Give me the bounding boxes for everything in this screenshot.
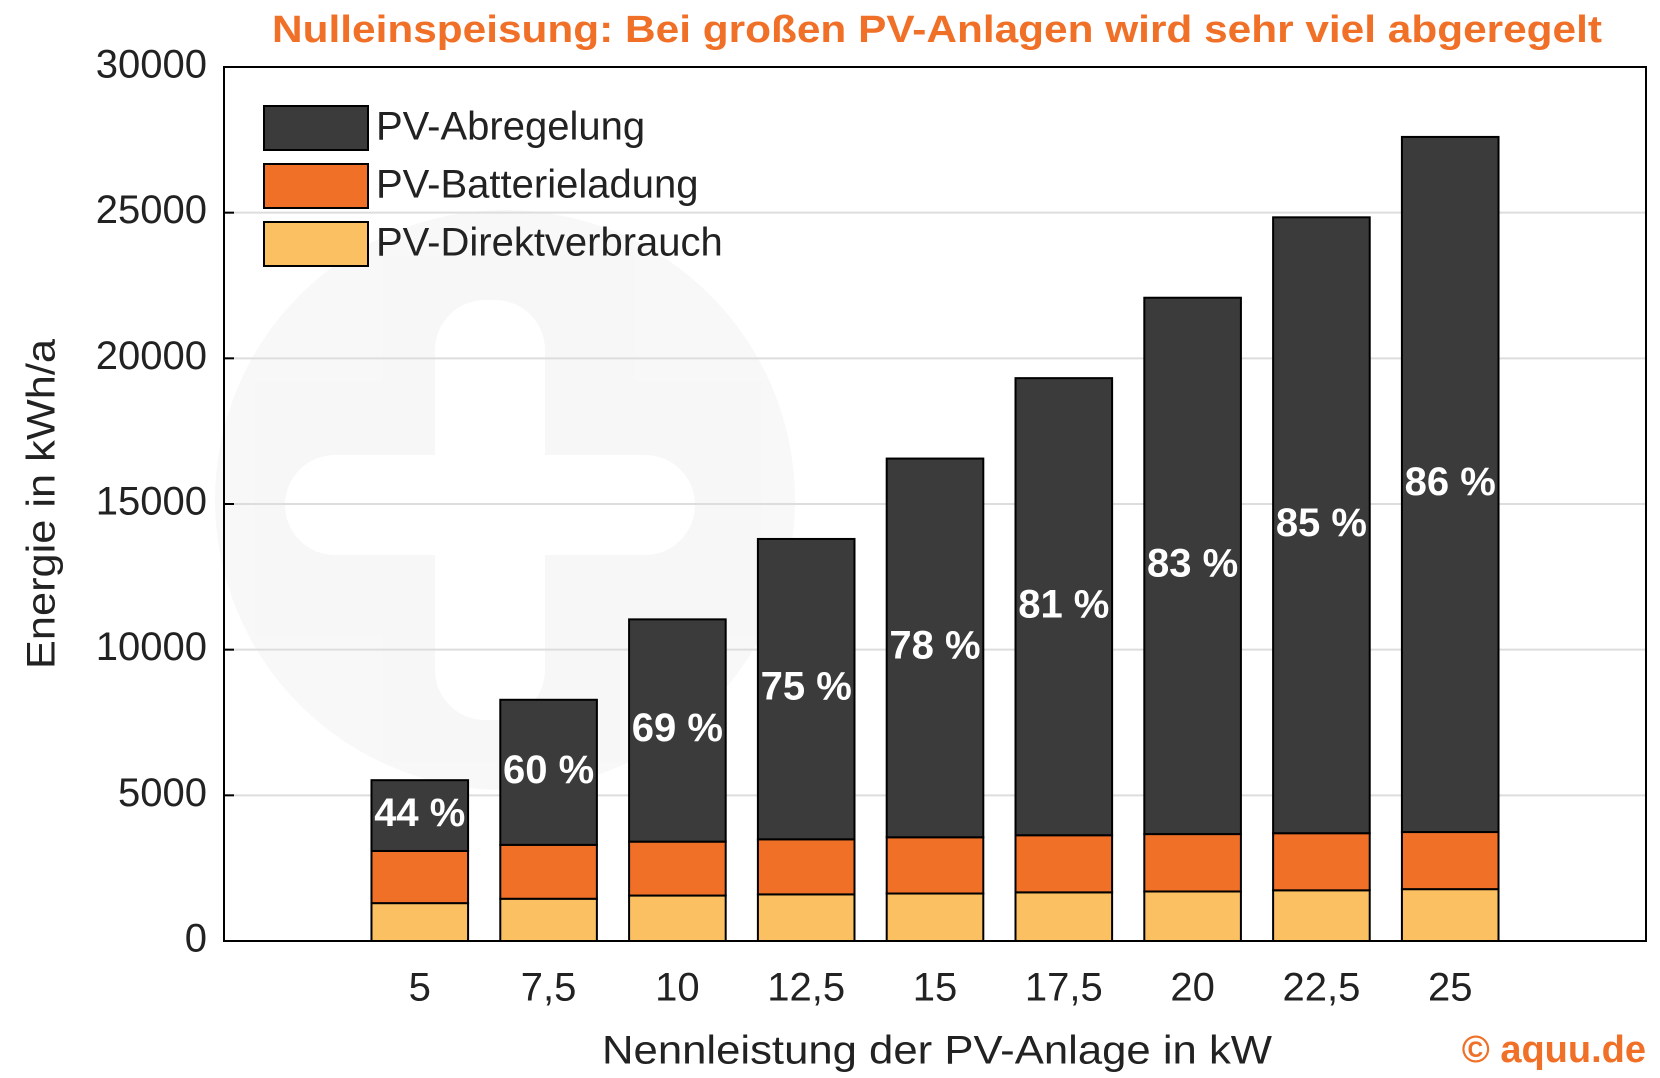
bar-segment xyxy=(1272,889,1371,942)
bar-segment xyxy=(756,838,856,896)
share-label: 85 % xyxy=(1276,501,1367,545)
bar-segment xyxy=(1400,888,1500,942)
share-label: 75 % xyxy=(761,665,852,709)
bar-segment xyxy=(756,893,856,942)
source: © aquu.de xyxy=(1462,1029,1646,1071)
bar-segment xyxy=(628,618,727,843)
legend-swatch xyxy=(263,105,369,151)
x-tick-label: 20 xyxy=(1170,966,1215,1010)
share-label: 78 % xyxy=(889,623,980,667)
bar-segment xyxy=(370,779,470,852)
y-tick-label: 0 xyxy=(185,917,207,961)
x-tick-label: 15 xyxy=(913,966,958,1010)
bar-segment xyxy=(1400,135,1500,834)
bar-segment xyxy=(1014,891,1114,943)
bar-segment xyxy=(370,849,470,905)
bar-segment xyxy=(885,892,985,943)
chart-title: Nulleinspeisung: Bei großen PV-Anlagen w… xyxy=(272,9,1602,51)
y-tick-label: 15000 xyxy=(96,480,207,524)
legend-label: PV-Abregelung xyxy=(376,105,645,149)
y-tick-label: 10000 xyxy=(96,625,207,669)
share-label: 69 % xyxy=(632,706,723,750)
bar-segment xyxy=(499,897,598,942)
x-tick-label: 12,5 xyxy=(767,966,845,1010)
bar-segment xyxy=(1272,832,1371,892)
bar-segment xyxy=(756,537,856,841)
legend-label: PV-Batterieladung xyxy=(376,163,698,207)
bar-segment xyxy=(1272,216,1371,835)
bar-segment xyxy=(1400,831,1500,891)
x-tick-label: 7,5 xyxy=(521,966,577,1010)
bar-segment xyxy=(1014,377,1114,837)
bar-segment xyxy=(628,894,727,942)
share-label: 81 % xyxy=(1018,582,1109,626)
x-tick-label: 25 xyxy=(1428,966,1473,1010)
bar-segment xyxy=(885,836,985,895)
share-label: 83 % xyxy=(1147,541,1238,585)
x-tick-label: 17,5 xyxy=(1025,966,1103,1010)
bar-segment xyxy=(628,840,727,897)
plot-frame xyxy=(223,66,1647,942)
y-tick-label: 20000 xyxy=(96,334,207,378)
legend-swatch xyxy=(263,163,369,209)
y-axis-label: Energie in kWh/a xyxy=(20,338,64,669)
share-label: 44 % xyxy=(374,791,465,835)
bar-segment xyxy=(499,698,598,846)
legend-swatch xyxy=(263,221,369,267)
x-tick-label: 5 xyxy=(409,966,431,1010)
share-label: 60 % xyxy=(503,748,594,792)
bar-segment xyxy=(885,457,985,839)
y-tick-label: 25000 xyxy=(96,188,207,232)
bar-segment xyxy=(499,843,598,900)
legend-label: PV-Direktverbrauch xyxy=(376,221,723,265)
x-axis-label: Nennleistung der PV-Anlage in kW xyxy=(602,1029,1272,1073)
x-tick-label: 10 xyxy=(655,966,700,1010)
x-tick-label: 22,5 xyxy=(1282,966,1360,1010)
bar-segment xyxy=(1014,834,1114,894)
y-tick-label: 30000 xyxy=(96,43,207,87)
bar-segment xyxy=(1143,296,1242,836)
y-tick-label: 5000 xyxy=(118,771,207,815)
bar-segment xyxy=(370,902,470,942)
bar-segment xyxy=(1143,890,1242,942)
bar-segment xyxy=(1143,833,1242,893)
share-label: 86 % xyxy=(1405,460,1496,504)
